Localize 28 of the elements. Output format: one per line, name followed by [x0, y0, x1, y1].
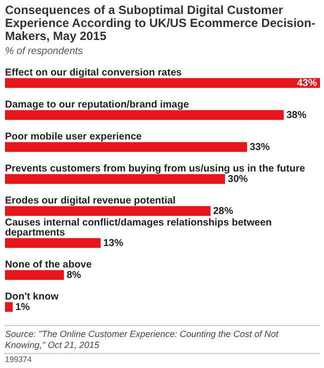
bar	[5, 238, 101, 248]
chart-subtitle: % of respondents	[4, 45, 84, 57]
source-note: Source: "The Online Customer Experience: Counting the Cost of Not Knowing," Oct 21, 2015	[4, 325, 320, 351]
y-tick-label: Poor mobile user experience	[5, 132, 142, 142]
y-tick-label: None of the above	[5, 260, 92, 270]
data-label: 13%	[103, 238, 124, 249]
y-tick-label: Don't know	[5, 292, 59, 302]
chart-title: Consequences of a Suboptimal Digital Customer Experience According to UK/US Ecommerce Decision-Makers, May 2015	[4, 2, 316, 43]
y-tick-label: Causes internal conflict/damages relationships between departments	[5, 218, 272, 238]
data-label: 8%	[66, 270, 82, 281]
bar	[5, 78, 320, 88]
data-label: 1%	[15, 302, 30, 313]
data-label: 33%	[250, 142, 270, 153]
y-tick-label: Effect on our digital conversion rates	[5, 68, 182, 78]
bar	[5, 206, 210, 216]
y-tick-label: Erodes our digital revenue potential	[5, 196, 176, 206]
bar	[5, 142, 248, 152]
data-label: 28%	[213, 206, 234, 217]
bar	[5, 110, 284, 120]
bar	[5, 270, 64, 280]
y-tick-label: Damage to our reputation/brand image	[5, 100, 190, 110]
data-label: 43%	[296, 78, 318, 89]
data-label: 30%	[228, 174, 248, 185]
bar	[5, 174, 226, 184]
text: 199374	[4, 353, 320, 364]
y-tick-label: Prevents customers from buying from us/using us in the future	[5, 164, 306, 174]
bar	[5, 302, 13, 312]
data-label: 38%	[286, 110, 306, 121]
